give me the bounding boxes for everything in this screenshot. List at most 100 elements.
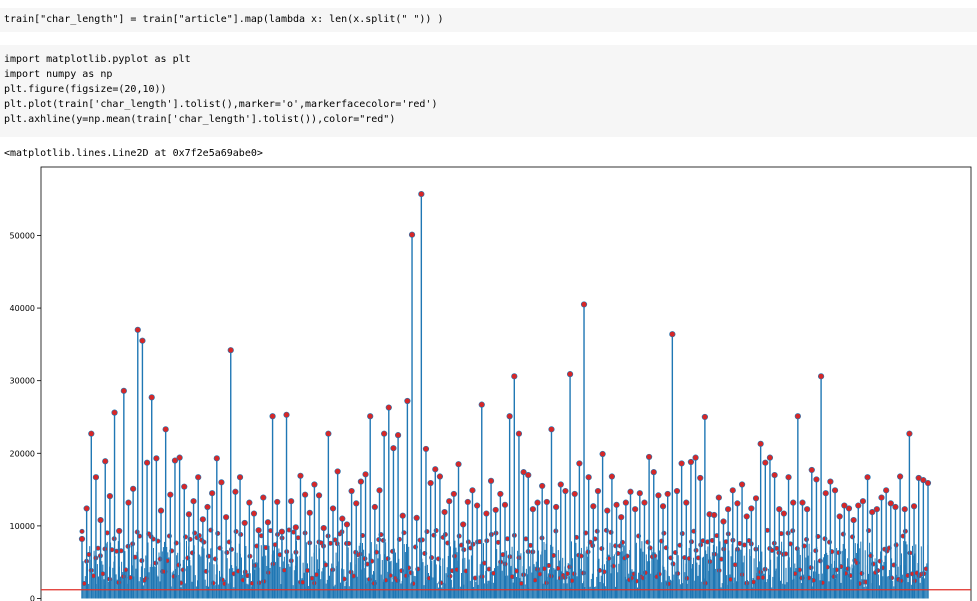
data-point: [514, 568, 520, 574]
y-tick-label: 50000: [10, 231, 35, 240]
data-point: [692, 454, 699, 461]
data-point: [543, 498, 550, 506]
data-point: [655, 492, 662, 499]
data-point: [562, 487, 569, 495]
data-point: [534, 499, 541, 506]
data-point: [525, 471, 532, 479]
data-point: [120, 387, 127, 394]
data-point: [675, 571, 681, 577]
data-point: [246, 499, 253, 506]
data-point: [288, 498, 295, 505]
data-point: [590, 543, 596, 549]
data-point: [897, 473, 904, 480]
data-point: [390, 445, 397, 452]
data-point: [162, 426, 169, 433]
data-point: [218, 479, 225, 486]
data-point: [836, 513, 843, 520]
data-point: [474, 502, 481, 509]
data-point: [292, 524, 299, 531]
data-point: [771, 471, 778, 479]
data-point: [497, 490, 504, 498]
code-cell-2[interactable]: import matplotlib.pyplot as plt import n…: [0, 45, 977, 137]
data-point: [343, 521, 351, 528]
data-point: [139, 337, 146, 344]
data-point: [432, 466, 439, 473]
data-point: [125, 499, 132, 506]
data-point: [185, 511, 193, 518]
data-point: [523, 536, 529, 542]
data-point: [190, 498, 197, 505]
data-point: [799, 499, 806, 506]
y-axis: 0 10000 20000 30000 40000 50000: [10, 231, 41, 601]
data-point: [892, 503, 899, 511]
data-point: [687, 458, 695, 466]
data-point: [241, 519, 248, 527]
data-point: [329, 505, 337, 512]
data-point: [790, 499, 797, 506]
data-point: [580, 301, 588, 308]
data-point: [827, 478, 834, 485]
data-point: [845, 505, 853, 512]
data-point: [492, 506, 499, 514]
data-point: [311, 481, 318, 488]
data-point: [889, 575, 895, 581]
data-point: [195, 474, 202, 481]
data-point: [381, 430, 388, 437]
data-point: [501, 501, 509, 508]
data-point: [274, 498, 281, 506]
data-point: [762, 459, 769, 466]
data-point: [450, 490, 457, 498]
data-point: [924, 479, 932, 487]
data-point: [627, 488, 634, 495]
data-point: [134, 326, 141, 333]
data-point: [97, 516, 104, 524]
data-point: [413, 514, 420, 522]
data-point: [794, 413, 801, 420]
data-point: [748, 505, 755, 512]
data-point: [548, 426, 555, 433]
data-point: [910, 503, 918, 510]
data-point: [822, 536, 828, 542]
plot-frame: [40, 166, 972, 601]
data-point: [743, 513, 750, 520]
data-point: [209, 490, 216, 497]
data-point: [594, 487, 602, 495]
data-point: [399, 512, 406, 519]
data-point: [673, 487, 681, 495]
data-point: [404, 397, 411, 405]
data-point: [697, 474, 704, 482]
data-point: [176, 454, 183, 461]
data-point: [447, 573, 453, 579]
data-point: [394, 432, 402, 439]
data-point: [153, 455, 160, 462]
data-point: [255, 527, 262, 534]
data-point: [776, 506, 783, 513]
data-point: [678, 460, 685, 467]
y-tick-label: 40000: [10, 304, 35, 313]
data-point: [315, 492, 323, 499]
data-point: [92, 474, 100, 481]
data-point: [78, 535, 86, 543]
data-point: [334, 468, 341, 475]
data-point: [148, 394, 155, 401]
data-point: [725, 506, 732, 513]
data-point: [157, 507, 165, 514]
data-point: [353, 500, 360, 507]
data-point: [557, 481, 564, 488]
data-point: [157, 556, 163, 562]
data-point: [683, 499, 690, 506]
data-point: [442, 531, 448, 537]
code-cell-1[interactable]: train["char_length"] = train["article"].…: [0, 8, 977, 32]
data-point: [264, 519, 272, 526]
data-point: [571, 490, 578, 498]
data-point: [664, 490, 671, 498]
y-tick-label: 20000: [10, 449, 35, 458]
data-point: [855, 502, 862, 509]
data-point: [441, 508, 448, 516]
data-point: [283, 411, 290, 418]
data-point: [729, 487, 736, 494]
data-point: [224, 550, 230, 556]
data-point: [469, 487, 476, 494]
data-point: [813, 548, 819, 554]
data-point: [738, 481, 746, 488]
